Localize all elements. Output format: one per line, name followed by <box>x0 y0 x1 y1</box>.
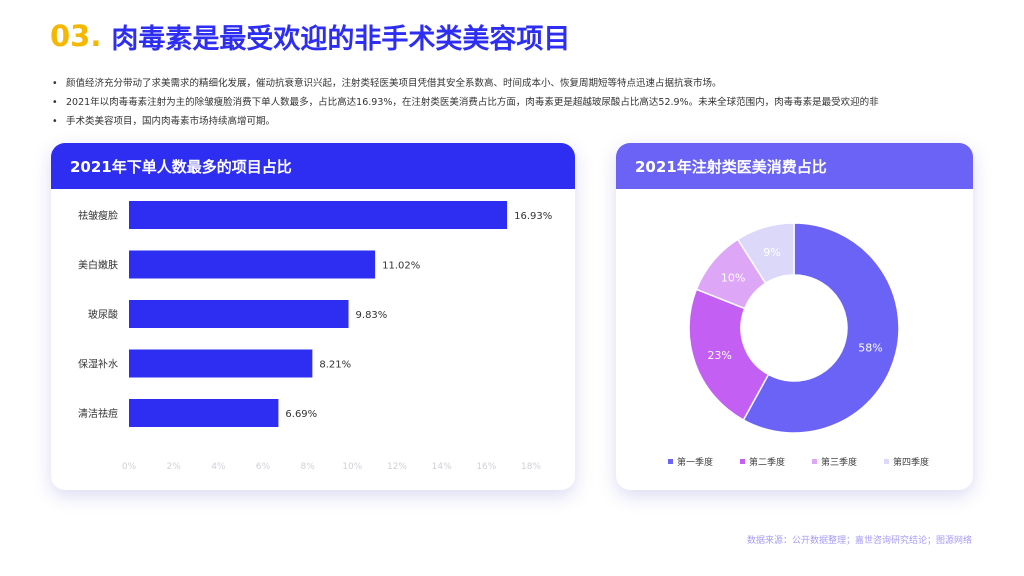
legend-swatch <box>668 459 673 464</box>
bar-value-label: 11.02% <box>382 261 420 272</box>
bar-category-label: 祛皱瘦脸 <box>78 209 118 222</box>
x-tick-label: 18% <box>521 462 541 472</box>
bar-category-label: 美白嫩肤 <box>78 259 118 272</box>
bullet-item: 颜值经济充分带动了求美需求的精细化发展，催动抗衰意识兴起，注射类轻医美项目凭借其… <box>50 74 980 93</box>
x-tick-label: 14% <box>432 462 452 472</box>
bar-category-label: 清洁祛痘 <box>78 407 118 420</box>
x-tick-label: 10% <box>342 462 362 472</box>
legend-label: 第三季度 <box>821 456 857 468</box>
donut-chart-card: 2021年注射类医美消费占比 58% 23% 10% 9% 第一季度 第二季度 第三季度 第四… <box>616 143 973 490</box>
bar-chart-title: 2021年下单人数最多的项目占比 <box>51 143 575 189</box>
bar-value-label: 6.69% <box>285 409 317 420</box>
bar <box>129 399 279 427</box>
donut-chart-title: 2021年注射类医美消费占比 <box>616 143 973 189</box>
bar <box>129 300 349 328</box>
donut-slice <box>688 288 770 422</box>
x-tick-label: 12% <box>387 462 407 472</box>
data-source: 数据来源：公开数据整理；嘉世咨询研究结论；图源网络 <box>746 536 972 546</box>
bullet-continuation: 手术类美容项目，国内肉毒素市场持续高增可期。 <box>50 112 980 131</box>
bar-value-label: 9.83% <box>356 310 388 321</box>
x-tick-label: 8% <box>301 462 316 472</box>
donut-slice <box>736 222 795 285</box>
summary-bullets: 颜值经济充分带动了求美需求的精细化发展，催动抗衰意识兴起，注射类轻医美项目凭借其… <box>50 74 980 131</box>
bar <box>129 349 313 378</box>
section-number: 03. <box>50 19 102 53</box>
legend-swatch <box>812 459 817 464</box>
legend-swatch <box>884 459 889 464</box>
legend-swatch <box>740 459 745 464</box>
bar-chart: 祛皱瘦脸 16.93% 美白嫩肤 11.02% 玻尿酸 9.83% 保湿补水 8.21% 清洁祛… <box>78 201 552 472</box>
legend-label: 第二季度 <box>749 456 785 468</box>
x-tick-label: 6% <box>256 462 271 472</box>
page-title: 03. 肉毒素是最受欢迎的非手术类美容项目 <box>50 14 570 58</box>
donut-slice <box>742 222 900 434</box>
section-title: 肉毒素是最受欢迎的非手术类美容项目 <box>111 23 571 55</box>
slice-value-label: 10% <box>721 272 745 285</box>
bar-value-label: 16.93% <box>514 211 552 222</box>
donut-chart: 58% 23% 10% 9% 第一季度 第二季度 第三季度 第四季度 <box>668 222 929 468</box>
legend-label: 第四季度 <box>893 456 929 468</box>
slice-value-label: 9% <box>763 246 780 259</box>
x-tick-label: 0% <box>122 462 137 472</box>
slice-value-label: 58% <box>858 342 882 355</box>
x-tick-label: 16% <box>476 462 496 472</box>
slice-value-label: 23% <box>707 349 731 362</box>
bar-chart-card: 2021年下单人数最多的项目占比 祛皱瘦脸 16.93% 美白嫩肤 11.02% 玻尿酸… <box>51 143 575 490</box>
bar-value-label: 8.21% <box>319 360 351 371</box>
x-tick-label: 2% <box>167 462 182 472</box>
bar-category-label: 保湿补水 <box>78 358 118 371</box>
bullet-item: 2021年以肉毒毒素注射为主的除皱瘦脸消费下单人数最多，占比高达16.93%，在… <box>50 93 980 112</box>
bar <box>129 201 508 229</box>
x-tick-label: 4% <box>211 462 226 472</box>
bar <box>129 250 376 279</box>
bar-category-label: 玻尿酸 <box>88 308 118 321</box>
legend-label: 第一季度 <box>677 456 713 468</box>
